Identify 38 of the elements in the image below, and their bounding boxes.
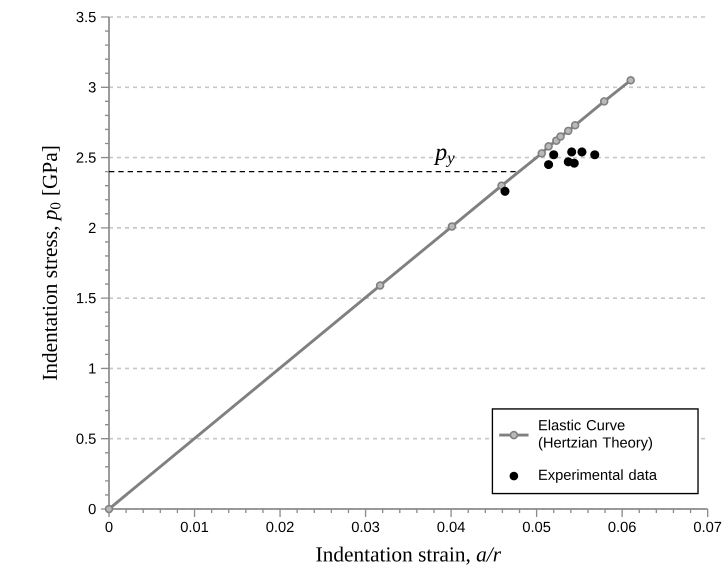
legend-label: Elastic Curve (Hertzian Theory) — [538, 420, 652, 451]
legend-label: Experimental data — [539, 469, 658, 483]
x-tick-label: 0.02 — [266, 522, 294, 532]
x-tick-label: 0 — [105, 522, 112, 532]
point — [549, 150, 558, 160]
point — [590, 150, 600, 160]
x-tick-label: 0.01 — [180, 522, 208, 532]
point — [626, 76, 635, 85]
x-tick-label: 0.05 — [522, 522, 550, 532]
x-tick-label: 0.06 — [608, 522, 636, 532]
point — [448, 222, 456, 231]
y-tick-label: 3.5 — [76, 12, 96, 22]
point — [376, 281, 384, 290]
point — [544, 160, 554, 170]
point — [537, 149, 546, 158]
ref-line-label: p$_{y}$ — [434, 148, 455, 167]
point — [567, 147, 576, 156]
y-tick-label: 1.5 — [77, 293, 96, 304]
y-axis-title: Indentation stress, p$_{0}$ [GPa] — [42, 146, 62, 380]
y-tick-label: 1 — [89, 363, 96, 374]
x-axis-title: Indentation strain, a/r — [316, 546, 502, 565]
y-tick-label: 3 — [88, 82, 96, 92]
point — [556, 132, 565, 141]
y-tick-label: 2.5 — [76, 152, 96, 163]
y-tick-label: 0 — [88, 504, 96, 514]
x-tick-label: 0.04 — [437, 522, 465, 532]
point — [577, 147, 586, 156]
point — [104, 504, 114, 514]
x-tick-label: 0.07 — [694, 522, 722, 532]
point — [570, 158, 579, 168]
y-tick-label: 2 — [88, 222, 96, 233]
point — [544, 142, 553, 151]
point — [570, 120, 580, 130]
point — [600, 97, 608, 106]
x-tick-label: 0.03 — [352, 522, 380, 532]
y-tick-label: 0.5 — [76, 434, 96, 444]
point — [564, 126, 573, 136]
point — [500, 186, 510, 196]
